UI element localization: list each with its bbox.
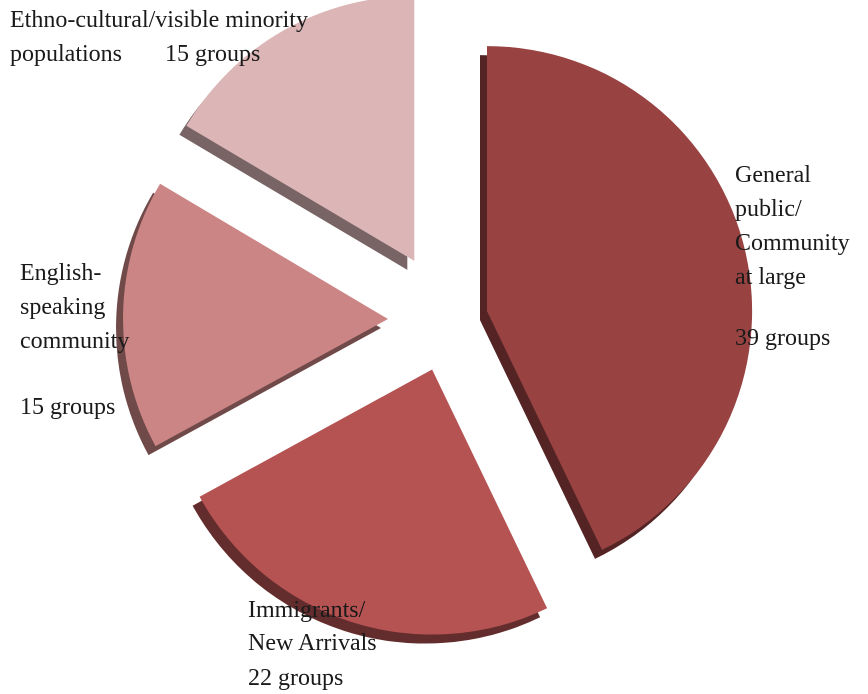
value-immigrants: 22 groups xyxy=(248,665,343,691)
value-general-public: 39 groups xyxy=(735,325,830,351)
value-english-speaking: 15 groups xyxy=(20,394,115,420)
label-english-speaking: English- speaking community xyxy=(20,260,129,354)
label-general-public: General public/ Community at large xyxy=(735,162,856,290)
slice-general-public xyxy=(487,46,752,550)
value-ethno-cultural: 15 groups xyxy=(165,41,260,67)
slice-immigrants xyxy=(200,370,547,635)
